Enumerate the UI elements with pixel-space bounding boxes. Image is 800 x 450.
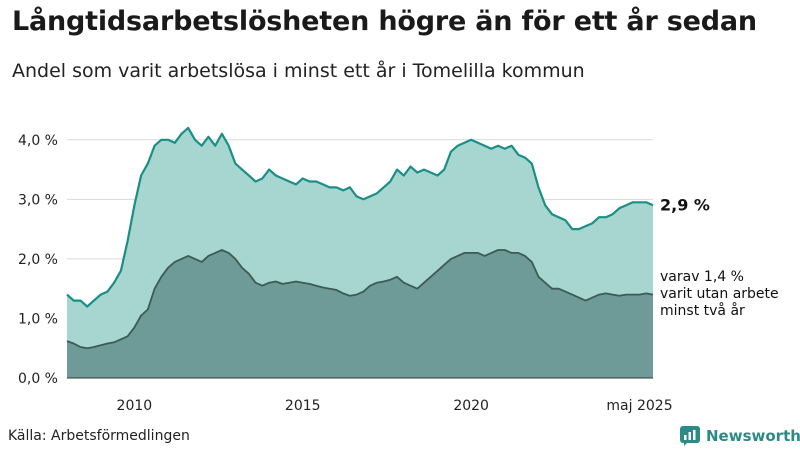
- source-note: Källa: Arbetsförmedlingen: [8, 428, 190, 444]
- y-tick-label: 4,0 %: [18, 133, 58, 149]
- x-tick-label: 2015: [285, 398, 321, 414]
- newsworthy-logo: Newsworthy: [680, 426, 800, 446]
- y-tick-label: 0,0 %: [18, 371, 58, 387]
- y-tick-label: 1,0 %: [18, 311, 58, 327]
- y-tick-label: 2,0 %: [18, 252, 58, 268]
- newsworthy-logo-icon: [680, 426, 700, 446]
- end-label-total: 2,9 %: [660, 195, 710, 214]
- y-tick-label: 3,0 %: [18, 192, 58, 208]
- chart-subtitle: Andel som varit arbetslösa i minst ett å…: [12, 60, 585, 82]
- end-label-sub-line: varit utan arbete: [660, 286, 779, 302]
- x-tick-label: maj 2025: [606, 398, 672, 414]
- series-line-total: [66, 126, 654, 308]
- brand-name: Newsworthy: [706, 427, 800, 445]
- chart-title: Långtidsarbetslösheten högre än för ett …: [12, 6, 757, 37]
- series-line-sub: [66, 249, 654, 350]
- end-label-sub-line: varav 1,4 %: [660, 269, 744, 285]
- area-chart: 0,0 % 1,0 % 2,0 % 3,0 % 4,0 % 2010 2015 2020 maj…: [18, 126, 779, 414]
- x-tick-label: 2020: [453, 398, 489, 414]
- series-area-sub: [67, 250, 653, 378]
- end-label-sub-line: minst två år: [660, 302, 745, 319]
- x-tick-label: 2010: [117, 398, 153, 414]
